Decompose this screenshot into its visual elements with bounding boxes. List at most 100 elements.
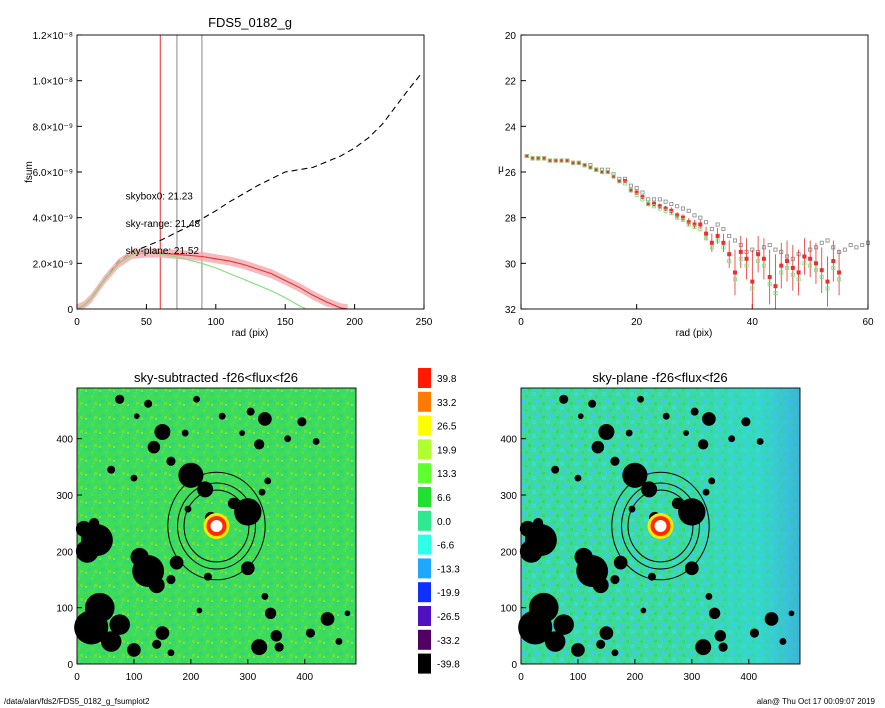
masked-source <box>577 413 584 420</box>
sky-plane-frame <box>520 387 801 665</box>
point-sky-plane <box>813 268 818 273</box>
masked-source <box>166 574 176 585</box>
point-sky-range <box>646 201 651 206</box>
masked-source <box>320 612 335 626</box>
masked-source <box>551 465 560 474</box>
masked-source <box>690 407 699 416</box>
point-sky-plane <box>704 236 709 241</box>
point-sky-range <box>732 270 737 275</box>
colorbar-swatch <box>418 463 431 484</box>
point-sky-plane <box>831 265 836 270</box>
point-sky-plane <box>536 156 541 161</box>
colorbar-swatch <box>418 439 431 460</box>
masked-source <box>297 417 307 427</box>
point-sky-plane <box>663 208 668 213</box>
x-tick-label: 200 <box>346 317 363 328</box>
point-sky-plane <box>640 197 645 202</box>
colorbar-label: -33.2 <box>437 636 460 647</box>
point-sky-plane <box>761 263 766 268</box>
y-tick-label: 200 <box>500 547 517 558</box>
y-tick-label: 0 <box>67 660 73 671</box>
masked-source <box>261 592 269 600</box>
point-sky-range <box>553 158 558 163</box>
x-tick-label: 40 <box>747 317 759 328</box>
point-raw <box>842 247 847 252</box>
masked-source <box>598 423 615 440</box>
masked-source <box>702 488 710 496</box>
masked-source <box>147 440 161 454</box>
x-tick-label: 20 <box>631 317 643 328</box>
point-sky-range <box>680 215 685 220</box>
masked-source <box>519 520 536 537</box>
point-raw <box>698 215 703 220</box>
point-sky-plane <box>686 222 691 227</box>
point-sky-range <box>588 165 593 170</box>
point-sky-range <box>611 174 616 179</box>
point-sky-plane <box>802 261 807 266</box>
masked-source <box>788 610 795 617</box>
point-raw <box>675 204 680 209</box>
point-sky-plane <box>571 160 576 165</box>
masked-source <box>258 412 272 426</box>
x-tick-label: 250 <box>416 317 433 328</box>
masked-source <box>592 577 609 594</box>
masked-source <box>571 643 585 657</box>
point-sky-range <box>831 259 836 264</box>
point-sky-plane <box>698 227 703 232</box>
point-sky-plane <box>721 245 726 250</box>
point-sky-plane <box>744 263 749 268</box>
point-sky-plane <box>825 286 830 291</box>
masked-source <box>305 628 316 638</box>
point-sky-range <box>599 169 604 174</box>
fsum-xlabel: rad (pix) <box>232 328 269 339</box>
masked-source <box>588 399 597 408</box>
point-sky-plane <box>576 160 581 165</box>
point-sky-plane <box>767 281 772 286</box>
aperture-ellipse <box>167 471 266 581</box>
y-tick-label: 20 <box>505 31 517 42</box>
point-sky-range <box>617 179 622 184</box>
masked-source <box>683 430 689 436</box>
point-sky-range <box>594 167 599 172</box>
x-tick-label: 100 <box>207 317 224 328</box>
mu-ticks: 0 20 40 60 20 22 24 26 28 30 32 <box>505 31 874 328</box>
masked-source <box>240 561 255 576</box>
masked-source <box>155 626 170 640</box>
mu-marks <box>524 154 871 309</box>
masked-source <box>662 412 670 420</box>
point-raw <box>657 197 662 202</box>
masked-source <box>127 643 141 657</box>
masked-source <box>335 638 343 645</box>
point-raw <box>634 185 639 190</box>
masked-source <box>728 435 736 443</box>
point-sky-plane <box>657 206 662 211</box>
y-tick-label: 400 <box>500 435 517 446</box>
y-tick-label: 0 <box>511 660 517 671</box>
point-sky-plane <box>524 154 529 159</box>
masked-source <box>640 607 647 614</box>
x-tick-label: 0 <box>518 672 524 683</box>
point-sky-plane <box>530 156 535 161</box>
point-raw <box>686 208 691 213</box>
colorbar-label: 0.0 <box>437 517 451 528</box>
colorbar-label: 6.6 <box>437 493 451 504</box>
masked-source <box>130 474 138 482</box>
point-raw <box>704 220 709 225</box>
sky-subtracted-title: sky-subtracted -f26<flux<f26 <box>134 370 298 385</box>
point-sky-plane <box>623 181 628 186</box>
colorbar-swatch <box>418 415 431 436</box>
fsum-plot: FDS5_0182_g 0 50 100 150 200 250 0 2.0×10⁻⁹ 4.0×… <box>24 15 433 339</box>
x-tick-label: 200 <box>183 672 200 683</box>
point-sky-plane <box>750 286 755 291</box>
point-sky-plane <box>715 238 720 243</box>
masked-source <box>196 607 203 614</box>
point-sky-plane <box>819 275 824 280</box>
point-sky-plane <box>727 259 732 264</box>
y-tick-label: 6.0×10⁻⁹ <box>33 168 73 179</box>
point-raw <box>709 227 714 232</box>
mu-axes-frame <box>520 34 869 310</box>
masked-source <box>705 592 713 600</box>
footer-timestamp: alan@ Thu Oct 17 00:09:07 2019 <box>756 697 875 706</box>
point-sky-range <box>767 275 772 280</box>
masked-source <box>107 465 116 474</box>
